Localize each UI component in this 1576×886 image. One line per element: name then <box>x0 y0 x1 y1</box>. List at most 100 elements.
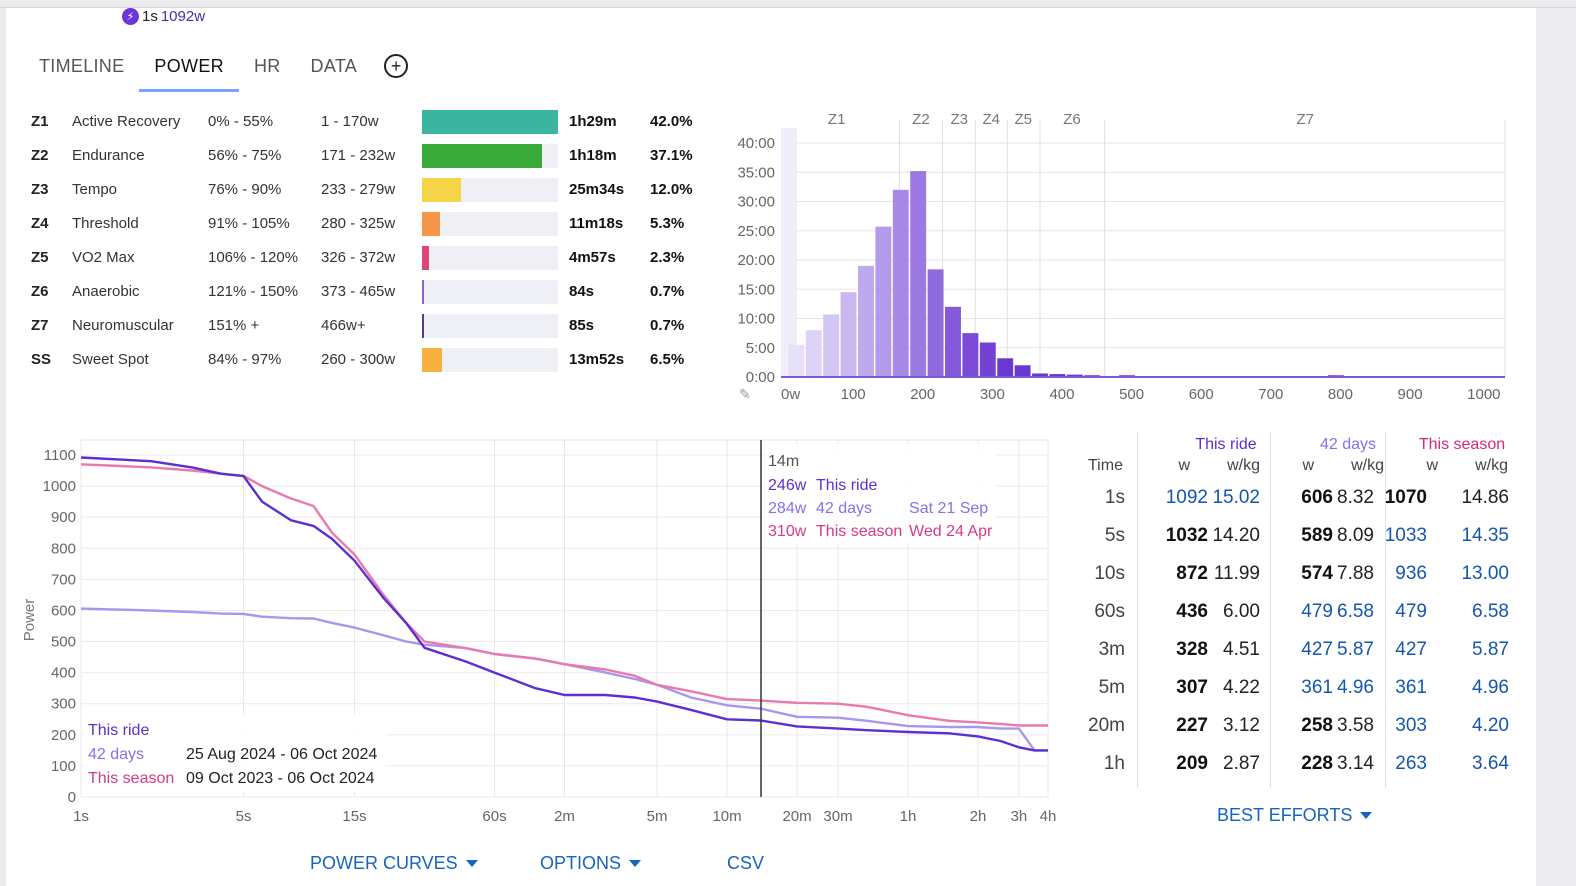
curve-x-tick: 20m <box>782 808 811 825</box>
zone-time: 11m18s <box>569 215 624 232</box>
curve-y-tick: 300 <box>51 696 76 713</box>
curve-x-tick: 10m <box>712 808 741 825</box>
column-separator <box>1385 432 1386 788</box>
hist-bar <box>892 189 909 377</box>
curve-y-tick: 800 <box>51 540 76 557</box>
tab-bar: TIMELINE POWER HR DATA + <box>24 48 409 92</box>
zone-bar-fill <box>422 144 542 168</box>
tab-hr[interactable]: HR <box>253 56 281 76</box>
best-effort-watts: 1032 <box>1165 525 1208 546</box>
best-effort-wkg: 4.51 <box>1223 639 1260 660</box>
hist-y-tick: 35:00 <box>737 164 775 181</box>
zone-share: 0.7% <box>650 283 685 300</box>
tab-timeline[interactable]: TIMELINE <box>39 56 125 76</box>
best-effort-wkg: 4.22 <box>1223 677 1260 698</box>
zone-percent-range: 121% - 150% <box>208 283 299 300</box>
best-effort-watts: 872 <box>1176 563 1208 584</box>
zone-bar-fill <box>422 348 443 372</box>
chevron-down-icon <box>465 860 478 867</box>
zone-row: Z1 Active Recovery 0% - 55% 1 - 170w 1h29m 42… <box>24 110 704 134</box>
hist-x-tick: 100 <box>841 386 866 403</box>
best-effort-wkg: 4.96 <box>1472 677 1509 698</box>
tab-power[interactable]: POWER <box>139 48 239 92</box>
best-efforts-duration: 20m <box>1088 715 1125 736</box>
best-efforts-group-header: This ride <box>1195 436 1257 453</box>
curve-x-tick: 5s <box>236 808 252 825</box>
curve-x-tick: 4h <box>1040 808 1057 825</box>
tooltip-series-name: This ride <box>816 477 877 494</box>
zone-share: 0.7% <box>650 317 685 334</box>
best-efforts-unit-w: w <box>1426 457 1438 474</box>
zone-id: Z6 <box>31 283 49 300</box>
power-histogram: 40:00 35:00 30:00 25:00 20:00 15:00 10:00 5:00 0… <box>737 111 1506 403</box>
hist-zone-label: Z3 <box>950 111 968 128</box>
zone-share: 5.3% <box>650 215 685 232</box>
zone-id: Z4 <box>31 215 49 232</box>
zone-share: 6.5% <box>650 351 685 368</box>
hist-zone-label: Z5 <box>1015 111 1033 128</box>
curve-y-tick: 100 <box>51 758 76 775</box>
best-effort-watts: 307 <box>1176 677 1208 698</box>
zone-time: 25m34s <box>569 181 625 198</box>
best-effort-watts: 263 <box>1395 753 1427 774</box>
best-effort-wkg: 8.32 <box>1337 487 1374 508</box>
best-effort-wkg: 15.02 <box>1212 487 1260 508</box>
curve-series-line <box>80 456 1048 752</box>
hist-x-tick: 500 <box>1119 386 1144 403</box>
best-efforts-time-header: Time <box>1088 457 1123 474</box>
best-effort-watts: 606 <box>1301 487 1333 508</box>
best-effort-watts: 328 <box>1176 639 1208 660</box>
power-curves-label: POWER CURVES <box>310 853 458 873</box>
add-tab-icon[interactable]: + <box>384 54 409 78</box>
hist-bar <box>1032 373 1048 377</box>
curve-y-tick: 200 <box>51 727 76 744</box>
zone-name: VO2 Max <box>72 249 135 266</box>
best-efforts-label: BEST EFFORTS <box>1217 805 1353 825</box>
hist-bar <box>823 314 840 377</box>
best-efforts-unit-w: w <box>1178 457 1190 474</box>
zone-time: 1h29m <box>569 113 617 130</box>
tooltip-date: Wed 24 Apr <box>909 523 993 540</box>
best-effort-watts: 258 <box>1301 715 1333 736</box>
best-efforts-duration: 3m <box>1098 639 1125 660</box>
zone-time: 1h18m <box>569 147 617 164</box>
hist-x-tick: 800 <box>1328 386 1353 403</box>
options-dropdown[interactable]: OPTIONS <box>540 853 642 874</box>
hist-x-tick: 200 <box>910 386 935 403</box>
zone-name: Neuromuscular <box>72 317 174 334</box>
pencil-icon[interactable]: ✎ <box>739 386 751 402</box>
column-separator <box>1137 432 1138 788</box>
tooltip-series-name: This season <box>816 523 902 540</box>
peak-power-badge: ⚡ 1s 1092w <box>122 8 205 25</box>
legend-date-range: 09 Oct 2023 - 06 Oct 2024 <box>186 770 375 787</box>
hist-zone-label: Z6 <box>1063 111 1081 128</box>
csv-link[interactable]: CSV <box>727 853 764 874</box>
zone-bar-fill <box>422 246 430 270</box>
curve-y-axis-label: Power <box>21 599 38 642</box>
chevron-down-icon <box>629 860 642 867</box>
legend-date-range: 25 Aug 2024 - 06 Oct 2024 <box>186 746 377 763</box>
best-effort-watts: 427 <box>1395 639 1427 660</box>
zone-share: 12.0% <box>650 181 693 198</box>
tab-data[interactable]: DATA <box>310 56 358 76</box>
column-separator <box>1270 432 1271 788</box>
hist-y-tick: 5:00 <box>746 340 775 357</box>
curve-x-tick: 30m <box>823 808 852 825</box>
best-effort-watts: 1033 <box>1384 525 1427 546</box>
top-divider <box>0 7 1576 8</box>
best-efforts-duration: 1h <box>1103 753 1125 774</box>
best-efforts-dropdown[interactable]: BEST EFFORTS <box>1217 805 1373 826</box>
hist-zone-label: Z2 <box>912 111 930 128</box>
best-effort-watts: 936 <box>1395 563 1427 584</box>
best-effort-watts: 361 <box>1301 677 1333 698</box>
best-effort-watts: 589 <box>1301 525 1333 546</box>
zone-bar-fill <box>422 178 462 202</box>
hist-x-tick: 300 <box>980 386 1005 403</box>
legend-series-name: This season <box>88 770 174 787</box>
best-effort-wkg: 3.58 <box>1337 715 1374 736</box>
power-curves-dropdown[interactable]: POWER CURVES <box>310 853 478 874</box>
hist-zone-label: Z1 <box>828 111 846 128</box>
zone-bar <box>422 212 558 236</box>
curve-y-tick: 600 <box>51 602 76 619</box>
zone-watt-range: 233 - 279w <box>321 181 396 198</box>
